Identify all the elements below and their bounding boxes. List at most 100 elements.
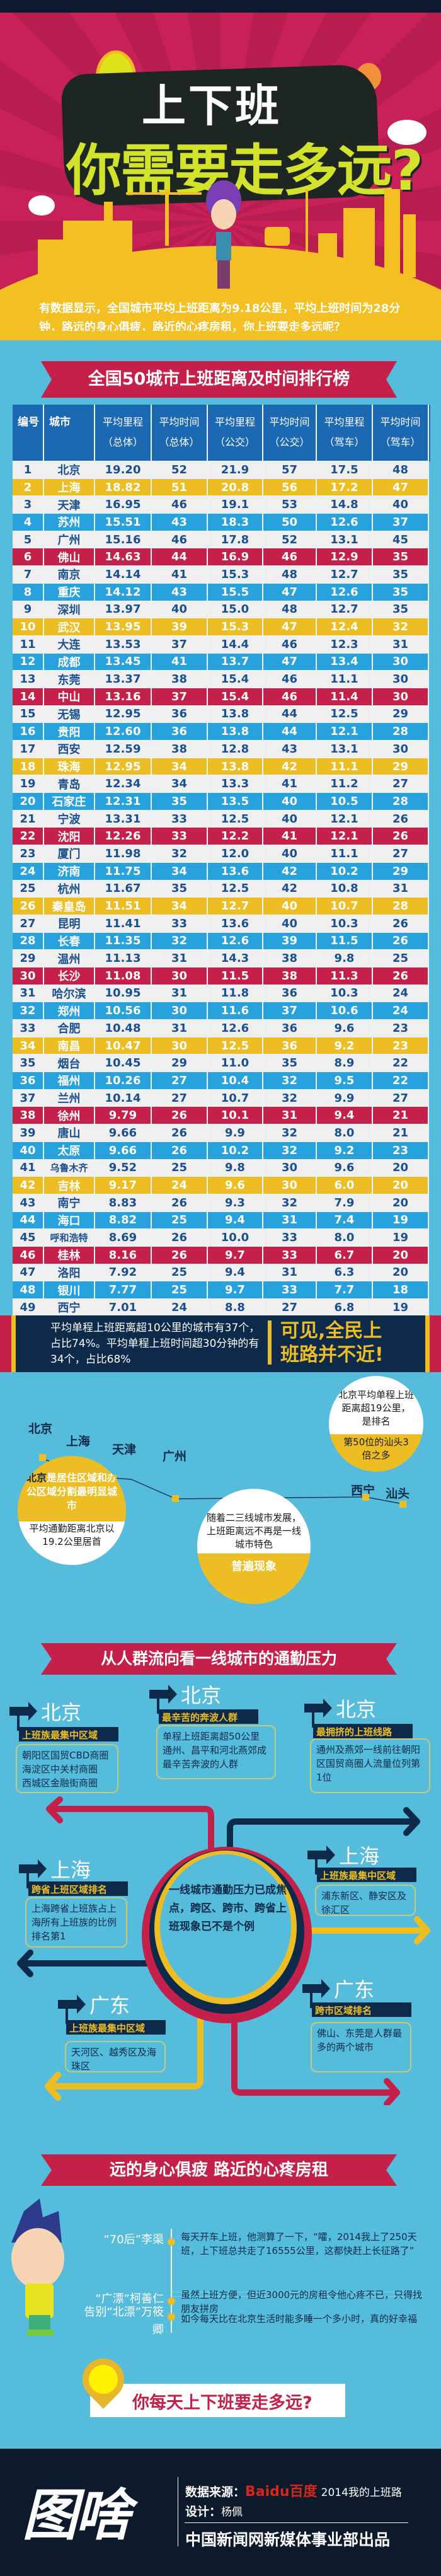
cell-rank: 35 [13, 1054, 44, 1073]
cell-value: 12.0 [208, 845, 263, 863]
cell-value: 38 [152, 741, 208, 758]
cell-value: 26 [152, 1229, 208, 1247]
cell-value: 13.8 [208, 723, 263, 741]
cell-value: 9.2 [317, 1141, 373, 1160]
cell-city: 中山 [44, 688, 95, 706]
route-stop-marker [172, 1495, 179, 1502]
cell-value: 12.7 [208, 898, 263, 915]
cell-value: 34 [152, 862, 208, 881]
cell-value: 15.51 [95, 514, 152, 531]
column-header: 平均时间 （总体） [152, 405, 208, 461]
cell-value: 31 [373, 880, 429, 898]
header-line-1: 城市 [49, 416, 71, 429]
cell-value: 20 [373, 1159, 429, 1177]
header-line-1: 平均时间 [159, 416, 200, 428]
table-row: 34 南昌 10.47 30 12.5 36 9.2 23 [13, 1037, 430, 1055]
cell-rank: 49 [13, 1299, 44, 1317]
cell-value: 37 [152, 688, 208, 706]
route-city-beijing: 北京 [28, 1422, 53, 1436]
cell-value: 30 [373, 653, 429, 671]
cell-value: 13.6 [208, 915, 263, 933]
cell-value: 11.08 [95, 967, 152, 985]
cell-value: 9.66 [95, 1141, 152, 1160]
cell-value: 26 [373, 932, 429, 950]
cell-city: 秦皇岛 [44, 898, 95, 915]
cell-rank: 22 [13, 828, 44, 846]
cell-value: 12.95 [95, 758, 152, 776]
table-row: 28 长春 11.35 32 12.6 39 11.5 26 [13, 932, 430, 950]
cell-value: 12.6 [208, 1020, 263, 1037]
cell-rank: 44 [13, 1211, 44, 1230]
cell-rank: 3 [13, 496, 44, 514]
cell-value: 26 [373, 828, 429, 846]
cell-rank: 47 [13, 1264, 44, 1282]
signpost-arrow-icon [58, 1995, 87, 2026]
cell-value: 27 [152, 1072, 208, 1090]
cell-city: 武汉 [44, 618, 95, 636]
table-row: 23 厦门 11.98 32 12.0 40 11.1 27 [13, 845, 430, 863]
cell-value: 18.82 [95, 478, 152, 497]
cell-value: 10.56 [95, 1002, 152, 1020]
cell-value: 26 [373, 915, 429, 933]
cell-value: 15.4 [208, 671, 263, 688]
cell-value: 29 [373, 758, 429, 776]
cell-value: 40 [263, 898, 317, 915]
table-row: 42 吉林 9.17 24 9.6 30 6.0 20 [13, 1177, 430, 1194]
card-city: 广东 [334, 1978, 375, 2002]
cell-value: 24 [152, 1299, 208, 1317]
cell-value: 46 [263, 635, 317, 654]
cell-city: 北京 [44, 461, 95, 479]
cell-city: 广州 [44, 531, 95, 549]
cell-city: 重庆 [44, 583, 95, 601]
cell-value: 9.6 [208, 1177, 263, 1194]
header-line-2: （公交） [269, 436, 310, 448]
cell-value: 11.6 [208, 1002, 263, 1020]
cell-value: 10.3 [317, 915, 373, 933]
cell-rank: 13 [13, 671, 44, 688]
cell-value: 47 [263, 583, 317, 601]
cell-value: 34 [152, 775, 208, 794]
table-row: 41 乌鲁木齐 9.52 25 9.8 30 9.6 20 [13, 1159, 430, 1177]
cell-city: 南京 [44, 566, 95, 584]
cell-rank: 40 [13, 1141, 44, 1160]
route-city-shantou: 汕头 [386, 1487, 410, 1501]
cell-value: 10.5 [317, 793, 373, 811]
cell-value: 30 [373, 688, 429, 706]
cell-city: 无锡 [44, 705, 95, 724]
person-name: “70后”李渠 [103, 2233, 164, 2246]
cell-value: 18 [373, 1281, 429, 1299]
cell-rank: 26 [13, 898, 44, 915]
card-city: 北京 [41, 1701, 82, 1724]
cell-value: 11.35 [95, 932, 152, 950]
cell-value: 27 [373, 775, 429, 794]
table-row: 35 烟台 10.45 29 11.0 35 8.9 22 [13, 1054, 430, 1073]
cell-value: 40 [263, 845, 317, 863]
timeline-dot [168, 2297, 175, 2305]
cell-value: 13.1 [317, 531, 373, 549]
card-city: 上海 [339, 1844, 380, 1868]
header-line-1: 平均时间 [269, 416, 310, 428]
cloud-icon [387, 120, 427, 145]
header-line-2: （驾车） [380, 436, 421, 448]
cell-value: 10.2 [317, 862, 373, 881]
table-row: 8 重庆 14.12 43 15.5 47 12.6 35 [13, 583, 430, 601]
table-row: 7 南京 14.14 41 15.3 48 12.7 35 [13, 566, 430, 584]
summary-conclusion: 可见,全民上班路并不近! [280, 1320, 384, 1366]
cell-value: 31 [152, 950, 208, 967]
cell-city: 贵阳 [44, 723, 95, 741]
table-row: 10 武汉 13.95 39 15.3 47 12.4 32 [13, 618, 430, 636]
card-tag: 最拥挤的上班线路 [313, 1724, 413, 1738]
header-line-1: 平均里程 [102, 416, 143, 428]
header-line-2: （驾车） [324, 436, 365, 448]
cell-value: 10.14 [95, 1089, 152, 1107]
table-row: 46 桂林 8.16 26 9.7 33 6.7 20 [13, 1246, 430, 1264]
cell-value: 33 [152, 828, 208, 846]
cell-value: 8.82 [95, 1211, 152, 1230]
cell-value: 36 [263, 1037, 317, 1055]
cell-value: 10.4 [208, 1072, 263, 1090]
flow-ribbon: 从人群流向看一线城市的通勤压力 [41, 1643, 397, 1675]
cell-value: 30 [373, 671, 429, 688]
cell-value: 12.95 [95, 705, 152, 724]
route-stop-marker [362, 1494, 369, 1501]
table-row: 12 成都 13.45 41 13.7 47 13.4 30 [13, 653, 430, 671]
